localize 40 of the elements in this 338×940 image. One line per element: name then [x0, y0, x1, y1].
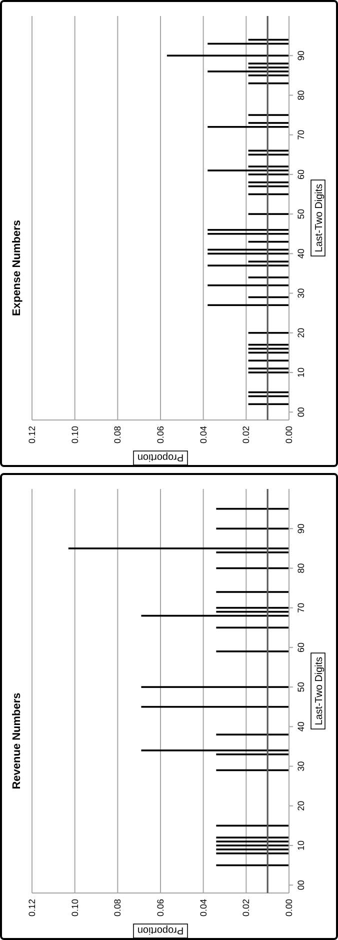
- y-axis-title: Last-Two Digits: [314, 656, 325, 726]
- x-tick-label: 0.08: [112, 899, 123, 917]
- y-tick-label: 80: [296, 563, 306, 574]
- x-tick-label: 0.12: [27, 899, 37, 917]
- x-tick-label: 0.08: [112, 426, 123, 444]
- x-tick-label: 0.04: [198, 426, 208, 444]
- x-axis-title: Proportion: [137, 924, 184, 936]
- text: Revenue Numbers: [11, 692, 23, 790]
- y-tick-label: 50: [296, 209, 306, 220]
- y-tick-label: 10: [296, 840, 306, 850]
- y-tick-label: 40: [296, 248, 306, 259]
- x-tick-label: 0.02: [241, 899, 252, 917]
- y-tick-label: 40: [296, 722, 306, 732]
- x-tick-label: 0.06: [156, 899, 166, 917]
- y-tick-label: 20: [296, 800, 306, 811]
- x-tick-label: 0.10: [70, 899, 80, 917]
- y-tick-label: 20: [296, 328, 306, 338]
- y-tick-label: 00: [296, 407, 306, 418]
- x-tick-label: 0.00: [284, 426, 294, 444]
- x-tick-label: 0.04: [198, 899, 208, 917]
- x-tick-label: 0.10: [70, 426, 80, 444]
- y-tick-label: 50: [296, 682, 306, 692]
- x-tick-label: 0.02: [241, 426, 252, 444]
- x-axis-title: Proportion: [137, 452, 184, 462]
- text: Expense Numbers: [11, 220, 23, 316]
- y-tick-label: 70: [296, 602, 306, 613]
- x-tick-label: 0.00: [284, 899, 294, 917]
- y-tick-label: 70: [296, 130, 306, 140]
- y-axis-title: Last-Two Digits: [314, 184, 325, 252]
- y-tick-label: 30: [296, 761, 306, 772]
- y-tick-label: 60: [296, 642, 306, 652]
- x-tick-label: 0.12: [27, 426, 37, 444]
- y-tick-label: 90: [296, 524, 306, 534]
- y-tick-label: 60: [296, 169, 306, 180]
- y-tick-label: 80: [296, 90, 306, 100]
- y-tick-label: 10: [296, 367, 306, 378]
- y-tick-label: 00: [296, 880, 306, 890]
- y-tick-label: 90: [296, 50, 306, 61]
- x-tick-label: 0.06: [156, 426, 166, 444]
- y-tick-label: 30: [296, 288, 306, 298]
